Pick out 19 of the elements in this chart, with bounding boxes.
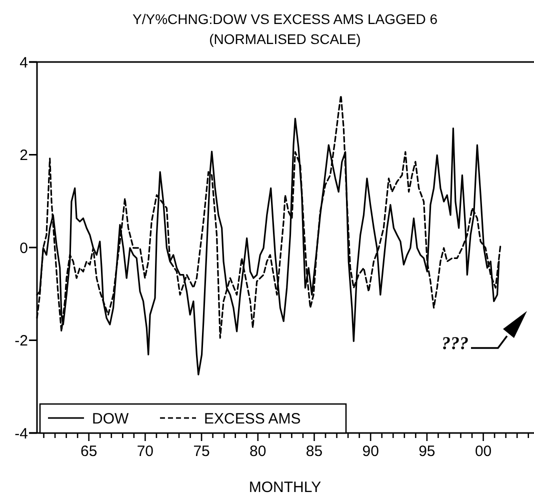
x-tick-label: 75: [193, 443, 210, 460]
x-tick-label: 90: [362, 443, 379, 460]
legend-label: EXCESS AMS: [204, 410, 301, 428]
y-tick-label: -4: [14, 425, 28, 442]
x-axis-title: MONTHLY: [248, 479, 322, 496]
x-tick-label: 80: [250, 443, 266, 460]
chart-title: Y/Y%CHNG:DOW VS EXCESS AMS LAGGED 6: [132, 11, 438, 27]
x-tick-label: 95: [418, 443, 436, 460]
legend-label: DOW: [92, 410, 130, 428]
y-tick-label: 0: [20, 240, 28, 257]
y-tick-label: 2: [20, 147, 28, 164]
annotation: ???: [442, 333, 468, 353]
chart-subtitle: (NORMALISED SCALE): [209, 31, 361, 47]
x-tick-label: 85: [306, 443, 323, 460]
x-tick-label: 65: [80, 443, 98, 460]
x-tick-label: 70: [136, 443, 154, 460]
x-tick-label: 00: [474, 443, 492, 460]
y-tick-label: 4: [20, 54, 28, 72]
y-tick-label: -2: [14, 332, 28, 350]
